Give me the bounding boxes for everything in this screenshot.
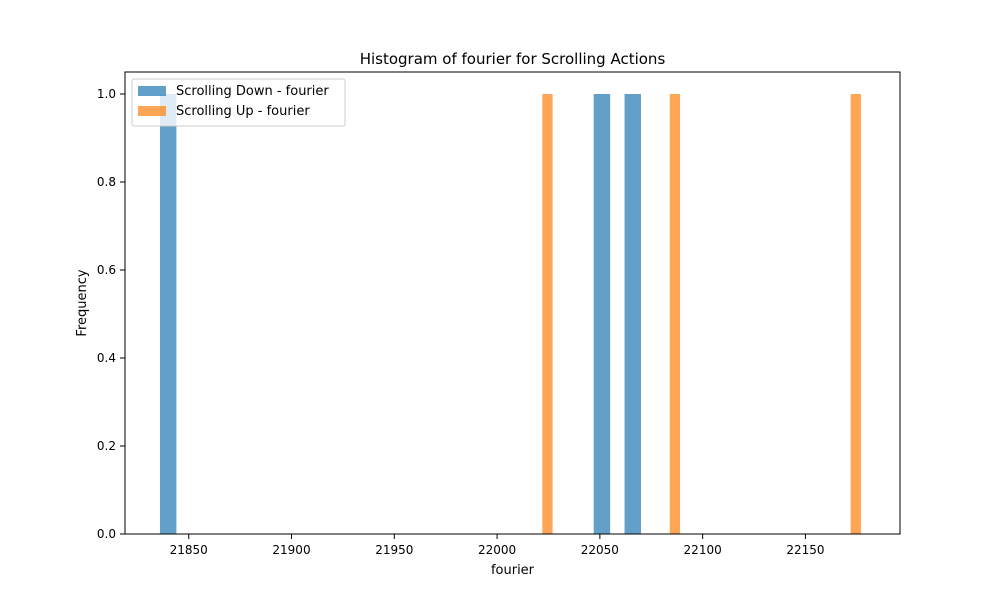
- legend-box: [131, 78, 346, 127]
- y-tick-label-3: 0.6: [97, 263, 116, 277]
- y-tick-label-4: 0.8: [97, 175, 116, 189]
- x-tick-label-5: 22100: [684, 543, 722, 557]
- x-tick-label-4: 22050: [581, 543, 619, 557]
- legend-swatch-scrolling-down: [138, 86, 166, 96]
- legend-label-scrolling-down: Scrolling Down - fourier: [176, 84, 329, 99]
- x-tick-label-2: 21950: [375, 543, 413, 557]
- x-tick-label-1: 21900: [272, 543, 310, 557]
- y-axis-ticks: 0.0 0.2 0.4 0.6 0.8 1.0: [97, 87, 125, 541]
- y-tick-label-0: 0.0: [97, 527, 116, 541]
- legend-label-scrolling-up: Scrolling Up - fourier: [176, 104, 310, 119]
- bar-series-0-1: [593, 94, 611, 534]
- y-tick-label-1: 0.2: [97, 439, 116, 453]
- x-tick-label-6: 22150: [786, 543, 824, 557]
- bars-group: [159, 94, 861, 534]
- legend-swatch-scrolling-up: [138, 106, 166, 116]
- bar-series-1-1: [669, 94, 681, 534]
- y-axis-label: Frequency: [75, 269, 90, 336]
- x-tick-label-3: 22000: [478, 543, 516, 557]
- bar-series-1-0: [542, 94, 553, 534]
- x-axis-label: fourier: [491, 563, 535, 578]
- bar-series-0-0: [159, 94, 177, 534]
- y-tick-label-5: 1.0: [97, 87, 116, 101]
- bar-series-0-2: [624, 94, 641, 534]
- y-tick-label-2: 0.4: [97, 351, 116, 365]
- x-axis-ticks: 21850 21900 21950 22000 22050 22100 22150: [170, 534, 825, 557]
- legend: Scrolling Down - fourier Scrolling Up - …: [131, 78, 346, 127]
- bar-series-1-2: [850, 94, 861, 534]
- chart-title: Histogram of fourier for Scrolling Actio…: [360, 50, 666, 68]
- plot-frame: [124, 71, 901, 535]
- x-tick-label-0: 21850: [170, 543, 208, 557]
